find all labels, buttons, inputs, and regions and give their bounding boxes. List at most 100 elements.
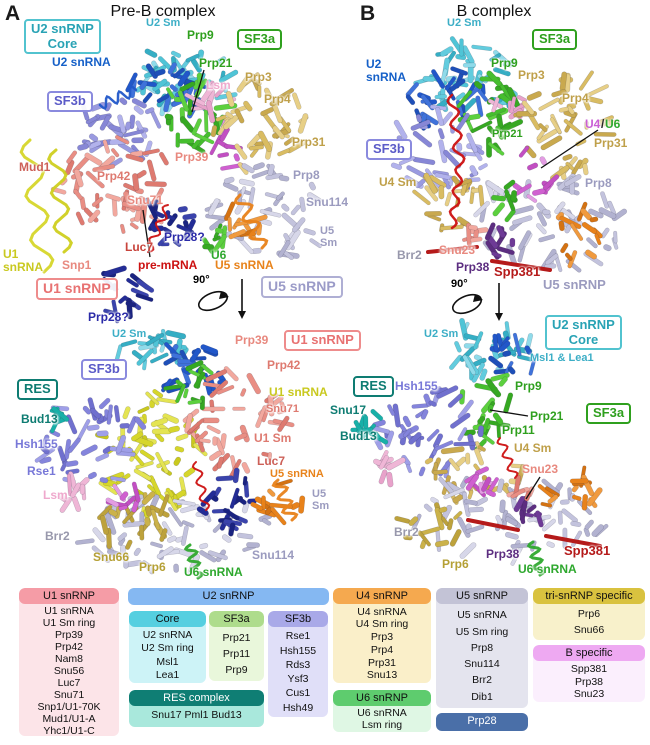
label-lsm: Lsm [206,78,231,92]
label-u1-snrna: U1 snRNA [3,247,44,274]
label-u5-snrna: U5 snRNA [215,258,274,272]
label-hsh155: Hsh155 [15,437,58,451]
label-: / [601,117,605,131]
label-prp21: Prp21 [492,128,523,140]
legend-item: Hsh155 [279,644,317,657]
label-bud13: Bud13 [340,429,377,443]
legend-item: Prp9 [225,664,248,676]
legend-res-complex: RES complex Snu17 Pml1 Bud13 [129,690,264,727]
legend-sf3a: SF3a Prp21 Prp11 Prp9 [209,611,264,681]
label-prp28: Prp28? [164,230,205,244]
legend-item: Prp38 [574,675,604,688]
label-bud13: Bud13 [21,412,58,426]
label-u4-sm: U4 Sm [379,175,417,189]
legend-item: Mud1/U1-A [42,713,96,725]
legend-item: Prp21 [222,632,251,644]
legend-item: Dib1 [471,690,493,703]
label-u2-snrnp-core: U2 snRNP Core [545,315,622,351]
label-prp42: Prp42 [97,169,131,183]
label-u5-snrnp: U5 snRNP [543,277,606,292]
legend-item: U2 snRNA [142,629,193,642]
label-u2-snrna: U2 snRNA [52,55,111,69]
legend-res-header: RES complex [129,690,264,706]
panel-b-letter: B [360,2,376,25]
legend-item: Lsm ring [361,719,403,731]
label-prp8: Prp8 [293,168,320,182]
legend-b-specific: B specific Spp381 Prp38 Snu23 [533,645,645,702]
legend-item: Prp42 [54,641,84,653]
label-snu114: Snu114 [252,548,295,562]
legend-item: Prp4 [370,643,394,656]
label-u1-snrnp: U1 snRNP [36,278,118,300]
panel-a-title: Pre-B complex [110,3,216,20]
label-prp9: Prp9 [491,56,518,70]
label-u1-snrna: U1 snRNA [269,385,328,399]
label-sf3a: SF3a [586,403,632,424]
label-prp38: Prp38 [456,260,490,274]
label-u2-sm: U2 Sm [146,17,181,29]
label-90: 90° [451,278,468,290]
legend-item: Nam8 [54,653,83,665]
label-prp11: Prp11 [502,423,535,437]
label-snu114: Snu114 [306,195,349,209]
panel-a-letter: A [5,2,21,25]
legend-res-items: Snu17 Pml1 Bud13 [151,709,242,721]
legend-item: U5 Sm ring [455,625,509,638]
legend-u6-header: U6 snRNP [333,690,431,706]
legend-item: U5 snRNA [457,609,507,622]
label-u2-snrna: U2 snRNA [366,57,407,84]
label-u6: U6 [211,248,227,262]
legend-tri-header: tri-snRNP specific [533,588,645,604]
molecular-structures-canvas [19,36,628,580]
legend-u5-header: U5 snRNP [436,588,528,604]
label-prp9: Prp9 [515,379,542,393]
legend-item: Prp39 [54,629,84,641]
legend-u2-core: Core U2 snRNA U2 Sm ring Msl1 Lea1 [129,611,206,683]
legend-item: Luc7 [57,677,81,689]
legend-item: U6 snRNA [357,707,407,719]
label-prp6: Prp6 [139,560,166,574]
label-90: 90° [193,274,210,286]
label-snu17: Snu17 [330,403,367,417]
label-sf3b: SF3b [81,359,127,380]
legend-core-header: Core [129,611,206,627]
label-rse1: Rse1 [27,464,56,478]
label-spp381: Spp381 [564,543,611,558]
label-u5-sm: U5 Sm [320,225,338,249]
label-snu66: Snu66 [93,550,130,564]
label-prp39: Prp39 [235,333,269,347]
label-prp28: Prp28? [88,310,129,324]
label-prp42: Prp42 [267,358,301,372]
legend-u6-items: U6 snRNA Lsm ring [333,706,431,732]
structure-labels-layer: U2 snRNP Core U2 Sm Prp9 SF3a U2 snRNA Prp21 L… [3,17,632,578]
label-snu23: Snu23 [522,462,559,476]
label-brr2: Brr2 [397,248,422,262]
label-prp4: Prp4 [264,92,291,106]
legend-item: Rds3 [285,658,311,671]
legend-item: U2 Sm ring [141,642,194,655]
legend-u5-items: U5 snRNA U5 Sm ring Prp8 Snu114 Brr2 Dib1 [436,604,528,708]
legend-sf3a-items: Prp21 Prp11 Prp9 [209,627,264,681]
legend-sf3b-header: SF3b [268,611,328,627]
legend-sf3b: SF3b Rse1 Hsh155 Rds3 Ysf3 Cus1 Hsh49 [268,611,328,717]
label-prp3: Prp3 [518,68,545,82]
label-mud1: Mud1 [19,160,51,174]
legend-item: Hsh49 [282,701,314,714]
label-u2-snrnp-core: U2 snRNP Core [24,19,101,55]
label-brr2: Brr2 [394,525,419,539]
legend-item: Snu66 [573,623,605,636]
legend-item: U1 snRNA [44,605,94,617]
label-prp39: Prp39 [175,150,209,164]
legend-item: Snu13 [366,669,398,682]
legend-b-specific-header: B specific [533,645,645,661]
label-u2-sm: U2 Sm [447,17,482,29]
label-snp1: Snp1 [62,258,92,272]
legend-item: Brr2 [472,674,492,687]
legend-item: Cus1 [285,687,311,700]
label-u1-sm: U1 Sm [254,431,292,445]
legend-u4-snrnp: U4 snRNP U4 snRNA U4 Sm ring Prp3 Prp4 Prp31… [333,588,431,683]
label-res: RES [353,376,394,397]
legend-item: Prp31 [367,656,397,669]
legend-core-items: U2 snRNA U2 Sm ring Msl1 Lea1 [129,627,206,683]
